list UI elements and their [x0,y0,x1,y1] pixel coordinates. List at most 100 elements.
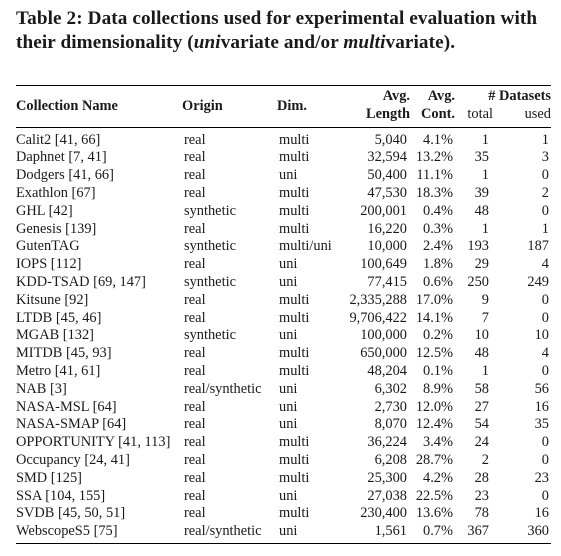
datasets-used-cell: 3 [541,149,549,166]
dim-cell: multi [279,451,310,468]
datasets-used-cell: 35 [534,416,549,433]
datasets-used-cell: 249 [527,273,549,290]
avg-length-cell: 47,530 [367,184,407,201]
avg-cont-cell: 12.5% [415,345,453,362]
origin-cell: real [184,362,206,379]
dim-cell: uni [279,487,298,504]
datasets-total-cell: 193 [467,238,489,255]
origin-cell: real/synthetic [184,380,262,397]
datasets-total-cell: 1 [481,220,489,237]
header-datasets: # Datasets [455,84,551,106]
origin-cell: real [184,505,206,522]
dim-cell: multi [279,469,310,486]
datasets-total-cell: 39 [474,184,489,201]
datasets-used-cell: 16 [534,505,549,522]
origin-cell: synthetic [184,202,236,219]
origin-cell: real/synthetic [184,523,262,540]
avg-cont-cell: 11.1% [416,167,453,184]
avg-cont-cell: 28.7% [415,451,453,468]
dim-cell: multi [279,184,310,201]
dim-cell: multi [279,505,310,522]
datasets-used-cell: 0 [541,309,549,326]
dim-cell: multi [279,309,310,326]
header-avg-cont-top: Avg. [410,84,455,106]
avg-length-cell: 230,400 [360,505,407,522]
datasets-total-cell: 1 [481,167,489,184]
table-row: NASA-SMAP [64] real uni 8,070 12.4% 54 35 [16,416,551,434]
caption-multi-word: multi [343,32,386,53]
header-row-top: Collection Name Origin Dim. Avg. Avg. # … [16,84,551,128]
avg-cont-cell: 0.3% [423,220,453,237]
collection-name-cell: NASA-SMAP [64] [16,416,127,433]
caption-prefix: Table 2: Data collections used for exper… [16,8,538,53]
table-row: Exathlon [67] real multi 47,530 18.3% 39 2 [16,185,551,203]
collection-name-cell: SSA [104, 155] [16,487,106,504]
avg-cont-cell: 12.0% [415,398,453,415]
datasets-used-cell: 187 [527,238,549,255]
collection-name-cell: Daphnet [7, 41] [16,149,107,166]
table-row: Metro [41, 61] real multi 48,204 0.1% 1 0 [16,363,551,381]
origin-cell: real [184,149,206,166]
avg-cont-cell: 0.2% [423,327,453,344]
avg-length-cell: 2,730 [374,398,407,415]
table-row: Kitsune [92] real multi 2,335,288 17.0% 9 0 [16,292,551,310]
avg-length-cell: 100,649 [360,256,407,273]
datasets-used-cell: 2 [541,184,549,201]
collection-name-cell: MITDB [45, 93] [16,345,112,362]
avg-cont-cell: 3.4% [423,434,453,451]
avg-length-cell: 48,204 [367,362,407,379]
header-length: Length [366,105,410,122]
table-row: SSA [104, 155] real uni 27,038 22.5% 23 0 [16,488,551,506]
collection-name-cell: Dodgers [41, 66] [16,167,114,184]
origin-cell: real [184,487,206,504]
table-row: MITDB [45, 93] real multi 650,000 12.5% 48 4 [16,345,551,363]
table-row: GHL [42] synthetic multi 200,001 0.4% 48 0 [16,203,551,221]
datasets-total-cell: 78 [474,505,489,522]
collection-name-cell: SMD [125] [16,469,82,486]
collection-name-cell: Occupancy [24, 41] [16,451,130,468]
datasets-used-cell: 4 [541,256,549,273]
avg-length-cell: 8,070 [374,416,407,433]
datasets-used-cell: 10 [534,327,549,344]
table-row: OPPORTUNITY [41, 113] real multi 36,224 3.4%… [16,434,551,452]
datasets-used-cell: 4 [541,345,549,362]
origin-cell: real [184,184,206,201]
origin-cell: real [184,398,206,415]
datasets-used-cell: 16 [534,398,549,415]
origin-cell: real [184,451,206,468]
avg-cont-cell: 8.9% [423,380,453,397]
dim-cell: multi [279,291,310,308]
table-row: NAB [3] real/synthetic uni 6,302 8.9% 58 56 [16,381,551,399]
caption-uni-word: uni [193,32,221,53]
table-row: Dodgers [41, 66] real uni 50,400 11.1% 1 0 [16,167,551,185]
avg-cont-cell: 0.7% [423,523,453,540]
avg-cont-cell: 0.6% [423,273,453,290]
table-body: Calit2 [41, 66] real multi 5,040 4.1% 1 1 Daphn… [16,127,551,544]
avg-cont-cell: 13.6% [415,505,453,522]
datasets-total-cell: 1 [481,362,489,379]
table-row: WebscopeS5 [75] real/synthetic uni 1,561 0.7… [16,523,551,544]
avg-cont-cell: 13.2% [415,149,453,166]
avg-length-cell: 16,220 [367,220,407,237]
collection-name-cell: KDD-TSAD [69, 147] [16,273,146,290]
origin-cell: real [184,434,206,451]
table-row: NASA-MSL [64] real uni 2,730 12.0% 27 16 [16,399,551,417]
datasets-used-cell: 1 [541,220,549,237]
table-row: SVDB [45, 50, 51] real multi 230,400 13.6% 78… [16,505,551,523]
collection-name-cell: Metro [41, 61] [16,362,101,379]
table-caption: Table 2: Data collections used for exper… [16,7,551,55]
datasets-total-cell: 7 [481,309,489,326]
avg-length-cell: 27,038 [367,487,407,504]
avg-length-cell: 25,300 [367,469,407,486]
datasets-used-cell: 0 [541,487,549,504]
dim-cell: uni [279,398,298,415]
dim-cell: uni [279,380,298,397]
datasets-used-cell: 360 [527,523,549,540]
dim-cell: multi [279,362,310,379]
datasets-total-cell: 250 [467,273,489,290]
header-avg-length-top: Avg. [345,84,410,106]
datasets-total-cell: 28 [474,469,489,486]
origin-cell: real [184,291,206,308]
avg-cont-cell: 18.3% [415,184,453,201]
collection-name-cell: GutenTAG [16,238,80,255]
